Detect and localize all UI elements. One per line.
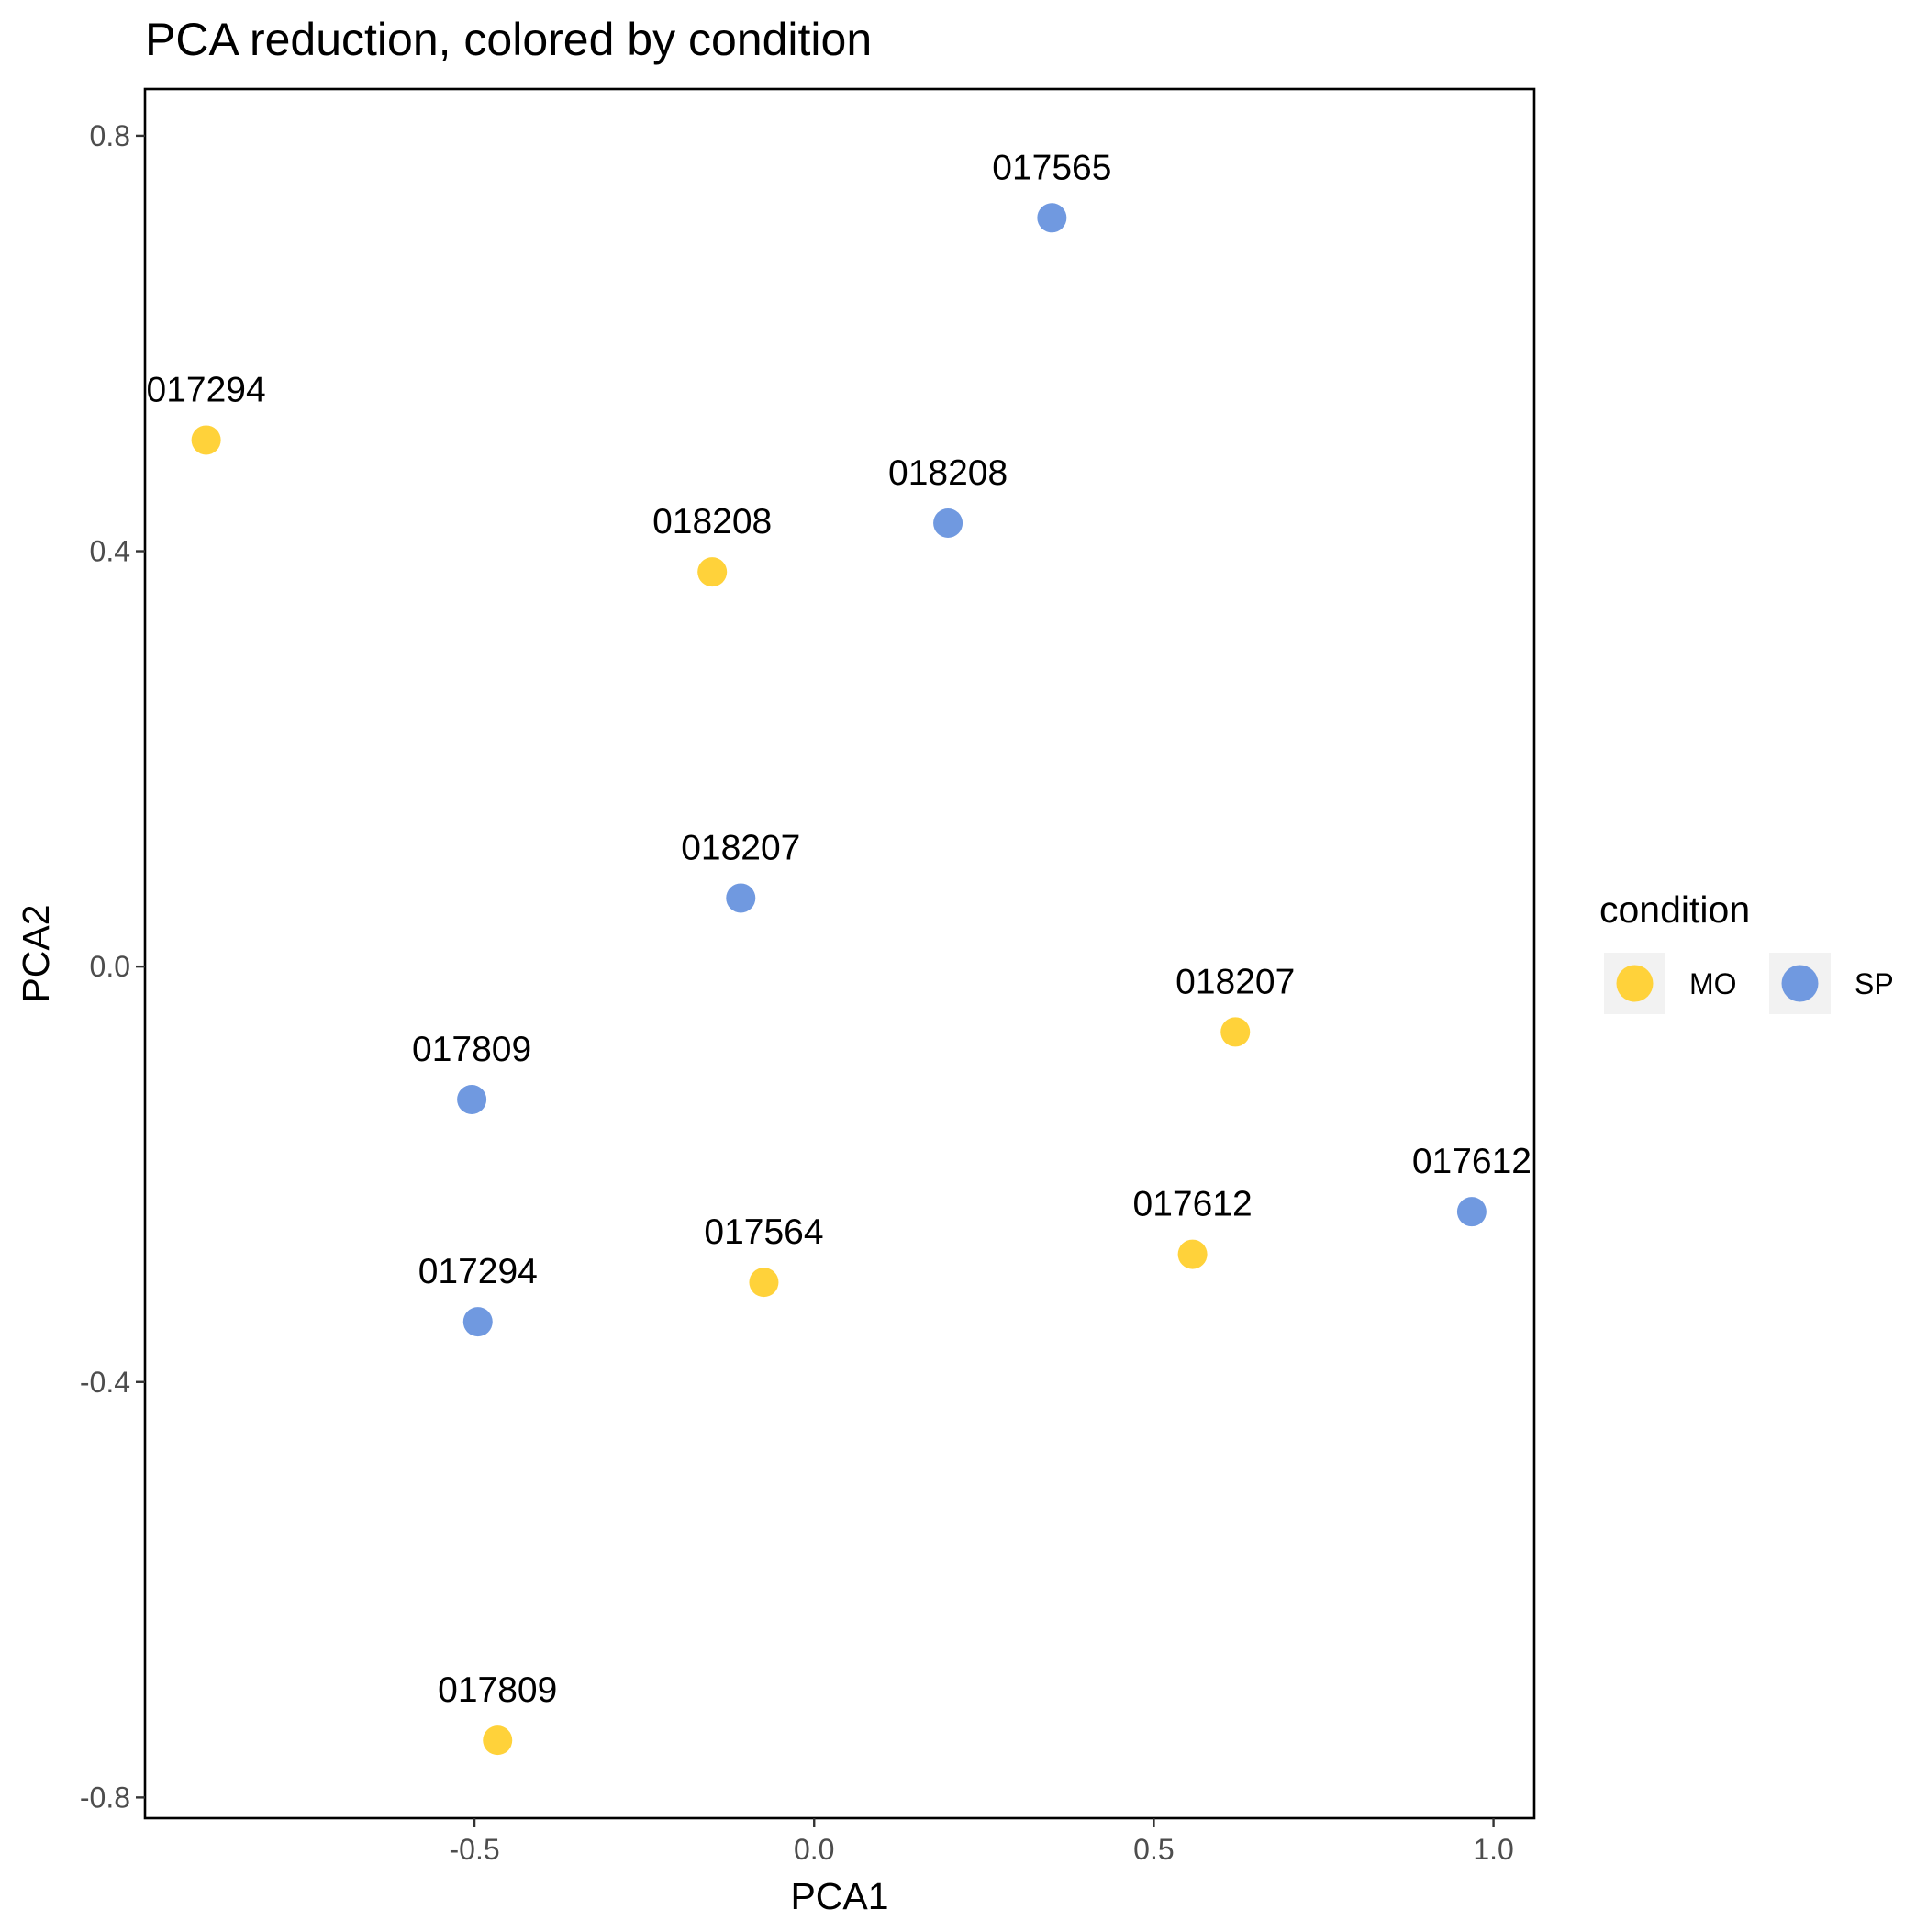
point-label: 018207 [681,828,800,867]
data-point-mo [1177,1239,1208,1269]
data-point-sp [457,1084,487,1114]
point-label: 017612 [1412,1142,1532,1181]
legend: condition MO SP [1599,888,1894,1014]
legend-title: condition [1599,888,1750,931]
data-point-sp [1037,203,1067,233]
data-point-sp [726,883,756,913]
y-tick-label: -0.4 [80,1366,130,1399]
point-label: 017809 [438,1670,557,1710]
x-tick-label: 0.5 [1133,1833,1174,1866]
legend-key-sp [1781,965,1819,1002]
y-tick-label: 0.4 [90,535,130,568]
point-label: 017564 [704,1212,823,1252]
x-tick-label: 1.0 [1473,1833,1513,1866]
data-points: 017294 018208 018207 017612 017564 017809 0175… [147,148,1532,1756]
data-point-sp [462,1307,493,1337]
point-label: 017612 [1133,1185,1253,1224]
legend-label-sp: SP [1855,967,1894,1000]
point-label: 017294 [418,1252,538,1291]
x-tick-label: -0.5 [449,1833,499,1866]
data-point-mo [1220,1017,1251,1047]
legend-key-mo [1616,965,1654,1002]
y-tick-label: 0.8 [90,119,130,152]
data-point-mo [697,557,728,587]
y-tick-label: -0.8 [80,1781,130,1814]
plot-panel-border [143,87,1536,1820]
point-label: 017565 [992,148,1111,187]
x-tick-label: 0.0 [794,1833,834,1866]
point-label: 017809 [412,1030,531,1069]
data-point-mo [483,1725,513,1756]
point-label: 018208 [652,502,772,542]
data-point-sp [933,508,964,538]
y-tick-label: 0.0 [90,950,130,983]
point-label: 018208 [888,453,1008,493]
data-point-mo [749,1268,779,1298]
data-point-sp [1456,1197,1487,1227]
point-label: 017294 [147,370,266,409]
data-point-mo [191,425,221,455]
y-axis: -0.8 -0.4 0.0 0.4 0.8 [80,119,145,1814]
legend-label-mo: MO [1689,967,1737,1000]
y-axis-title: PCA2 [15,904,57,1002]
x-axis: -0.5 0.0 0.5 1.0 [449,1818,1514,1866]
chart-title: PCA reduction, colored by condition [145,14,872,65]
x-axis-title: PCA1 [790,1875,888,1917]
point-label: 018207 [1175,962,1295,1001]
